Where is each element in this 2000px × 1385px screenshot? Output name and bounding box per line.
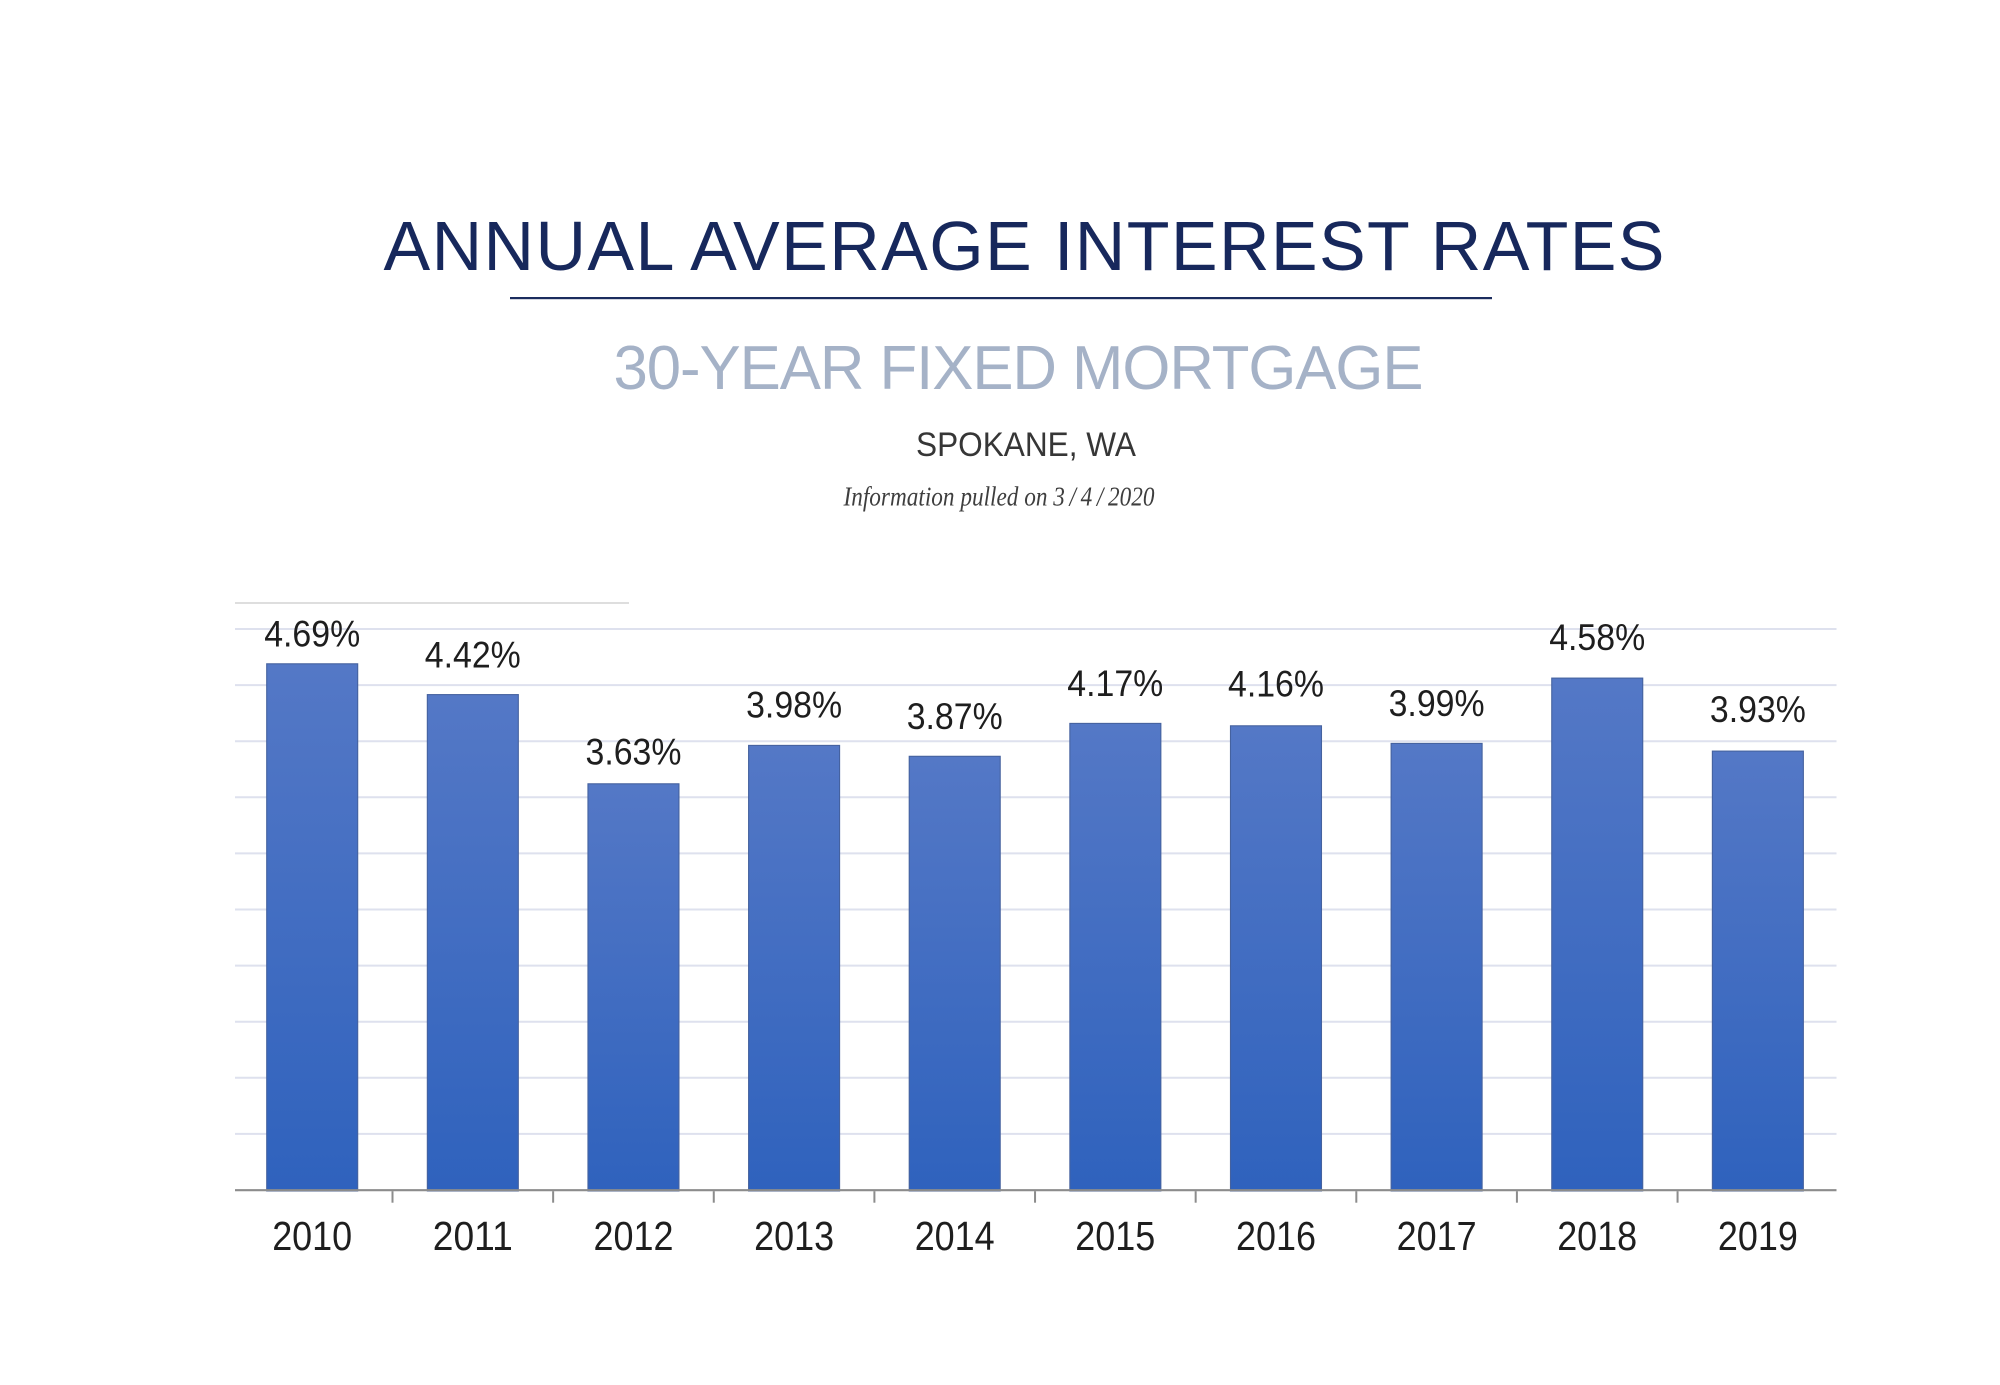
- svg-text:30-YEAR FIXED MORTGAGE: 30-YEAR FIXED MORTGAGE: [614, 334, 1424, 403]
- svg-text:2010: 2010: [272, 1213, 352, 1259]
- svg-text:4.69%: 4.69%: [264, 614, 360, 655]
- svg-text:2014: 2014: [915, 1213, 995, 1259]
- svg-text:4.17%: 4.17%: [1067, 663, 1163, 704]
- svg-text:2016: 2016: [1236, 1213, 1316, 1259]
- svg-text:3.63%: 3.63%: [586, 732, 682, 773]
- svg-text:4.42%: 4.42%: [425, 634, 521, 675]
- svg-text:3.99%: 3.99%: [1389, 683, 1485, 724]
- svg-text:2012: 2012: [594, 1213, 674, 1259]
- svg-text:2019: 2019: [1718, 1213, 1798, 1259]
- svg-text:3.93%: 3.93%: [1710, 689, 1806, 730]
- svg-text:SPOKANE, WA: SPOKANE, WA: [916, 426, 1136, 464]
- svg-text:4.58%: 4.58%: [1549, 617, 1645, 658]
- svg-text:4.16%: 4.16%: [1228, 663, 1324, 704]
- svg-text:2015: 2015: [1075, 1213, 1155, 1259]
- svg-text:3.87%: 3.87%: [907, 696, 1003, 737]
- svg-text:2011: 2011: [433, 1213, 513, 1259]
- svg-text:ANNUAL AVERAGE INTEREST RATES: ANNUAL AVERAGE INTEREST RATES: [384, 207, 1665, 285]
- svg-text:2018: 2018: [1557, 1213, 1637, 1259]
- svg-text:2013: 2013: [754, 1213, 834, 1259]
- svg-text:2017: 2017: [1397, 1213, 1477, 1259]
- svg-text:Information pulled on 3 / 4 /: Information pulled on 3 / 4 / 2020: [843, 481, 1155, 512]
- svg-text:3.98%: 3.98%: [746, 685, 842, 726]
